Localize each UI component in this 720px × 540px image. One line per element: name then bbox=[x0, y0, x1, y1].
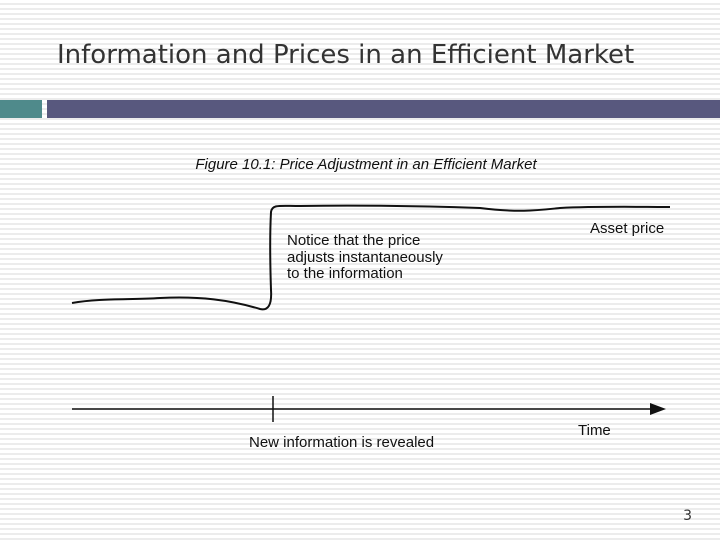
curve-label: Asset price bbox=[590, 220, 664, 237]
page-number: 3 bbox=[683, 508, 692, 524]
header-bar bbox=[47, 100, 720, 118]
asset-price-curve bbox=[71, 204, 671, 311]
axis-arrow bbox=[650, 403, 666, 415]
event-label: New information is revealed bbox=[249, 434, 434, 451]
figure-title: Figure 10.1: Price Adjustment in an Effi… bbox=[195, 156, 537, 173]
accent-bar bbox=[0, 100, 42, 118]
axis-label: Time bbox=[578, 422, 611, 439]
annotation-line: adjusts instantaneously bbox=[287, 249, 443, 266]
slide-title: Information and Prices in an Efficient M… bbox=[57, 40, 635, 70]
annotation-line: Notice that the price bbox=[287, 232, 420, 249]
annotation-line: to the information bbox=[287, 265, 403, 282]
